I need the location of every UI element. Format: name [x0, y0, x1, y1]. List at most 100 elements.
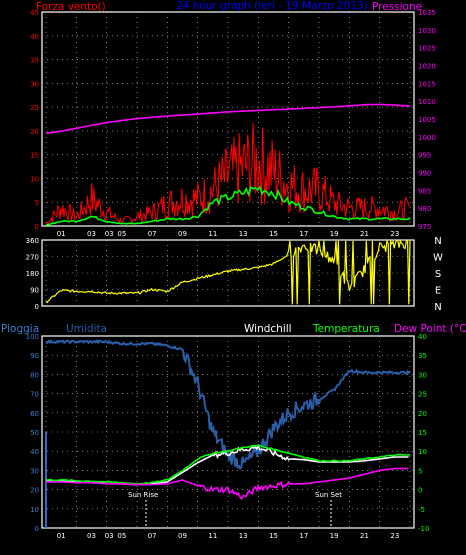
bottom-hour-labels: 01 03 03 05 07 09 11 13 15 17 19 21 23 — [57, 532, 400, 540]
hour-label: 23 — [390, 230, 399, 238]
y2-tick-label: 1035 — [418, 9, 436, 17]
top-series — [45, 103, 411, 226]
temperature-label: Temperatura — [312, 323, 380, 335]
y-tick-label: 90 — [30, 352, 39, 360]
y2-tick-label: 35 — [418, 352, 427, 360]
sunrise-label: Sun Rise — [128, 491, 158, 499]
y-tick-label: 40 — [30, 448, 39, 456]
hour-label: 09 — [178, 532, 187, 540]
hour-label: 19 — [330, 230, 339, 238]
pressure-line — [45, 103, 411, 135]
y2-tick-label: 995 — [418, 152, 431, 160]
hour-label: 21 — [360, 230, 369, 238]
mid-series — [45, 238, 411, 305]
chart-title: 24 hour graph (ieri - 19 Marzo 2013) — [176, 0, 368, 12]
hour-label: 07 — [148, 230, 157, 238]
windchill-label: Windchill — [244, 323, 292, 335]
y2-tick-label: 20 — [418, 410, 427, 418]
hour-label: 19 — [330, 532, 339, 540]
y2-tick-label: 1025 — [418, 45, 436, 53]
y-tick-label: 270 — [26, 254, 39, 262]
y-tick-label: 15 — [30, 152, 39, 160]
rain-label: Pioggia — [1, 323, 39, 335]
hour-label: 03 — [87, 230, 96, 238]
hour-label: 01 — [57, 230, 66, 238]
y2-tick-label: 985 — [418, 187, 431, 195]
y2-tick-label: 30 — [418, 371, 427, 379]
y-tick-label: 20 — [30, 128, 39, 136]
y-tick-label: 360 — [26, 237, 39, 245]
hour-label: 03 — [105, 532, 114, 540]
mid-left-ticks: 0 90 180 270 360 — [26, 237, 39, 311]
temperature-humidity-panel: 01 0 20 30 40 50 60 70 80 90 100 -10 -5 05 10 15 20 25 30… — [1, 323, 466, 540]
y-tick-label: 20 — [30, 487, 39, 495]
humidity-label: Umidita — [66, 323, 107, 335]
y2-tick-label: 1010 — [418, 98, 436, 106]
temperature-line — [45, 444, 411, 485]
hour-label: 05 — [117, 532, 126, 540]
dewpoint-label: Dew Point (°C) — [394, 323, 466, 335]
y2-tick-label: 1005 — [418, 116, 436, 124]
compass-label: W — [433, 253, 443, 264]
wind-label: Forza vento() — [36, 1, 106, 13]
hour-label: 15 — [269, 532, 278, 540]
y-tick-label: 100 — [26, 333, 39, 341]
hour-label: 13 — [239, 532, 248, 540]
y2-tick-label: 10 — [418, 448, 427, 456]
y2-tick-label: 40 — [418, 333, 427, 341]
average-wind-line — [45, 185, 411, 226]
y2-tick-label: -10 — [418, 525, 429, 533]
dewpoint-line — [46, 467, 409, 501]
top-left-ticks: 0 5 10 15 20 25 30 35 40 45 — [30, 9, 39, 231]
y-tick-label: 5 — [35, 199, 39, 207]
bottom-grid — [42, 336, 414, 528]
y2-tick-label: 0 — [418, 487, 422, 495]
hour-label: 03 — [87, 532, 96, 540]
y-tick-label: 40 — [30, 33, 39, 41]
wind-direction-line — [45, 238, 411, 305]
top-right-ticks: 975 980 985 990 995 1000 1005 1010 1015 1020 1025 1… — [418, 9, 436, 231]
y-tick-label: 0 — [35, 223, 39, 231]
y2-tick-label: -5 — [418, 506, 425, 514]
hour-label: 07 — [148, 532, 157, 540]
hour-label: 23 — [390, 532, 399, 540]
y-tick-label: 30 — [30, 80, 39, 88]
y-tick-label: 70 — [30, 391, 39, 399]
y-tick-label: 0 — [35, 525, 39, 533]
compass-label: E — [435, 286, 441, 297]
y-tick-label: 60 — [30, 410, 39, 418]
y-tick-label: 25 — [30, 104, 39, 112]
y2-tick-label: 25 — [418, 391, 427, 399]
y2-tick-label: 1015 — [418, 80, 436, 88]
y-tick-label: 80 — [30, 371, 39, 379]
y-tick-label: 90 — [30, 287, 39, 295]
compass-label: N — [434, 302, 441, 313]
bottom-series — [45, 338, 411, 528]
bottom-right-ticks: -10 -5 0 5 10 15 20 25 30 35 40 — [418, 333, 429, 533]
y-tick-label: 30 — [30, 467, 39, 475]
hour-label: 15 — [269, 230, 278, 238]
hour-label: 03 — [105, 230, 114, 238]
hour-label: 05 — [117, 230, 126, 238]
y-tick-label: 180 — [26, 270, 39, 278]
hour-label: 09 — [178, 230, 187, 238]
y-tick-label: 45 — [30, 9, 39, 17]
compass-label: S — [435, 269, 441, 280]
y2-tick-label: 1020 — [418, 63, 436, 71]
y-tick-label: 10 — [30, 175, 39, 183]
hour-label: 11 — [208, 532, 217, 540]
hour-label: 13 — [239, 230, 248, 238]
pressure-label: Pressione — [372, 1, 422, 13]
hour-label: 17 — [299, 532, 308, 540]
sunset-label: Sun Set — [315, 491, 342, 499]
hour-label: 11 — [208, 230, 217, 238]
y-tick-label: 0 — [35, 303, 39, 311]
y-tick-label: 50 — [30, 429, 39, 437]
y2-tick-label: 980 — [418, 205, 431, 213]
hour-label: 01 — [57, 532, 66, 540]
y2-tick-label: 975 — [418, 223, 431, 231]
hour-label: 17 — [299, 230, 308, 238]
